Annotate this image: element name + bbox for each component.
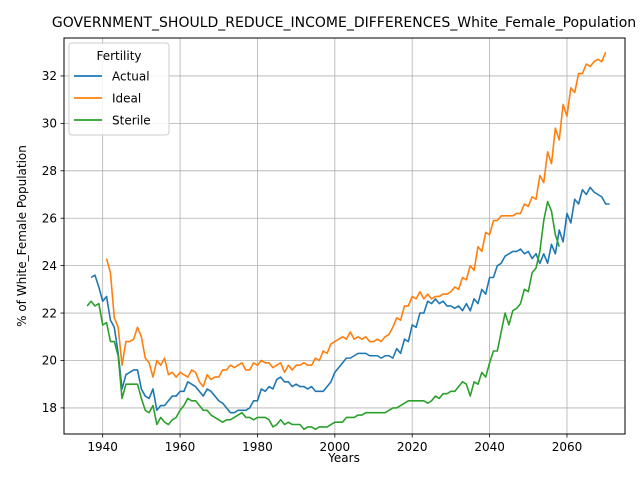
x-tick-label: 2060 — [552, 440, 583, 454]
legend: Fertility Actual Ideal Sterile — [68, 42, 170, 136]
x-tick-label: 1940 — [87, 440, 118, 454]
series-line-sterile — [86, 200, 560, 431]
x-tick-label: 2000 — [320, 440, 351, 454]
x-axis-ticks: 1940 1960 1980 2000 2020 2040 2060 — [87, 434, 582, 454]
chart-title: GOVERNMENT_SHOULD_REDUCE_INCOME_DIFFEREN… — [52, 15, 636, 31]
series-line-ideal — [105, 51, 607, 388]
y-tick-label: 32 — [42, 69, 57, 83]
y-axis-label: % of White_Female Population — [15, 145, 29, 327]
y-tick-label: 26 — [42, 211, 57, 225]
y-axis-ticks: 18 20 22 24 26 28 30 32 — [42, 69, 64, 415]
x-axis-label: Years — [327, 451, 360, 465]
legend-label-actual: Actual — [112, 70, 150, 84]
series-line-actual — [90, 186, 610, 414]
legend-label-sterile: Sterile — [112, 114, 151, 128]
x-tick-label: 2020 — [397, 440, 428, 454]
legend-box — [68, 42, 170, 136]
x-tick-label: 2040 — [474, 440, 505, 454]
y-tick-label: 22 — [42, 306, 57, 320]
x-tick-label: 1960 — [165, 440, 196, 454]
plot-area-frame — [63, 37, 626, 435]
legend-label-ideal: Ideal — [112, 92, 141, 106]
x-tick-label: 1980 — [242, 440, 273, 454]
series-lines — [86, 51, 610, 431]
y-tick-label: 24 — [42, 259, 57, 273]
legend-title: Fertility — [96, 49, 141, 63]
y-tick-label: 18 — [42, 401, 57, 415]
y-tick-label: 20 — [42, 354, 57, 368]
y-tick-label: 28 — [42, 164, 57, 178]
y-tick-label: 30 — [42, 117, 57, 131]
